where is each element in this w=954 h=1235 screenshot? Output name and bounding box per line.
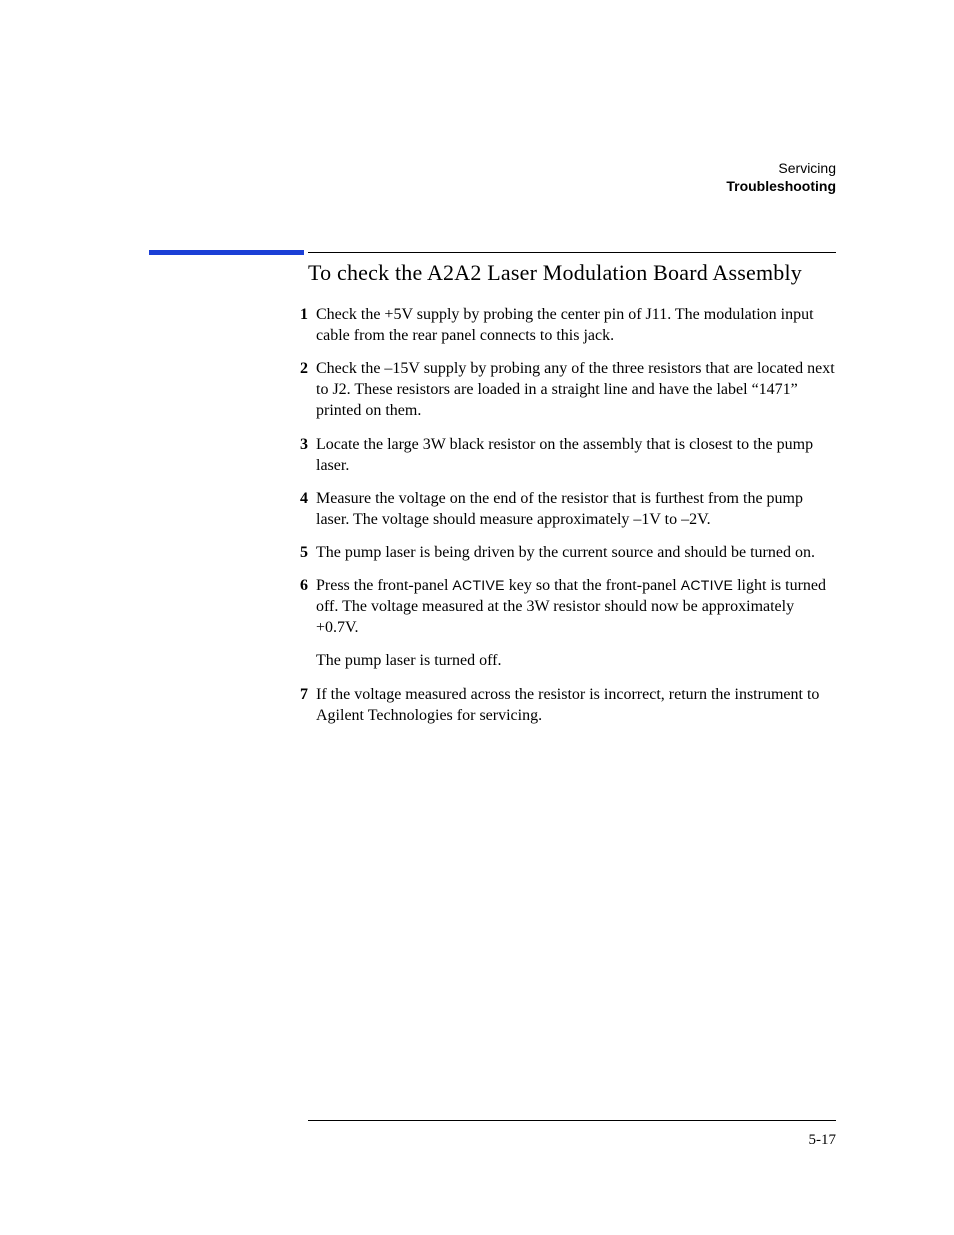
step-number: 6 <box>288 575 308 596</box>
step: 3 Locate the large 3W black resistor on … <box>288 434 836 476</box>
section-heading: To check the A2A2 Laser Modulation Board… <box>308 260 802 286</box>
text-run: key so that the front-panel <box>505 577 681 594</box>
step-text: If the voltage measured across the resis… <box>308 684 836 726</box>
step: 1 Check the +5V supply by probing the ce… <box>288 304 836 346</box>
step: 5 The pump laser is being driven by the … <box>288 542 836 563</box>
procedure: 1 Check the +5V supply by probing the ce… <box>288 304 836 738</box>
step-number: 7 <box>288 684 308 705</box>
step: 4 Measure the voltage on the end of the … <box>288 488 836 530</box>
header-chapter: Servicing <box>726 160 836 176</box>
step-text: Check the –15V supply by probing any of … <box>308 358 836 421</box>
step-number: 1 <box>288 304 308 325</box>
step-text: The pump laser is being driven by the cu… <box>308 542 836 563</box>
bottom-rule <box>308 1120 836 1121</box>
step-note: The pump laser is turned off. <box>316 650 836 671</box>
top-rule <box>308 252 836 253</box>
step: 7 If the voltage measured across the res… <box>288 684 836 726</box>
step-number: 2 <box>288 358 308 379</box>
step-text: Check the +5V supply by probing the cent… <box>308 304 836 346</box>
step-number: 5 <box>288 542 308 563</box>
step-number: 4 <box>288 488 308 509</box>
step-text: Measure the voltage on the end of the re… <box>308 488 836 530</box>
page: Servicing Troubleshooting To check the A… <box>0 0 954 1235</box>
running-header: Servicing Troubleshooting <box>726 160 836 194</box>
text-run: Press the front-panel <box>316 577 452 594</box>
step-number: 3 <box>288 434 308 455</box>
step: 2 Check the –15V supply by probing any o… <box>288 358 836 421</box>
header-section: Troubleshooting <box>726 178 836 194</box>
key-label: ACTIVE <box>452 577 504 593</box>
accent-rule <box>149 250 304 255</box>
step-text: Locate the large 3W black resistor on th… <box>308 434 836 476</box>
step-text: Press the front-panel ACTIVE key so that… <box>308 575 836 671</box>
key-label: ACTIVE <box>681 577 733 593</box>
page-number: 5-17 <box>809 1132 837 1149</box>
step: 6 Press the front-panel ACTIVE key so th… <box>288 575 836 671</box>
